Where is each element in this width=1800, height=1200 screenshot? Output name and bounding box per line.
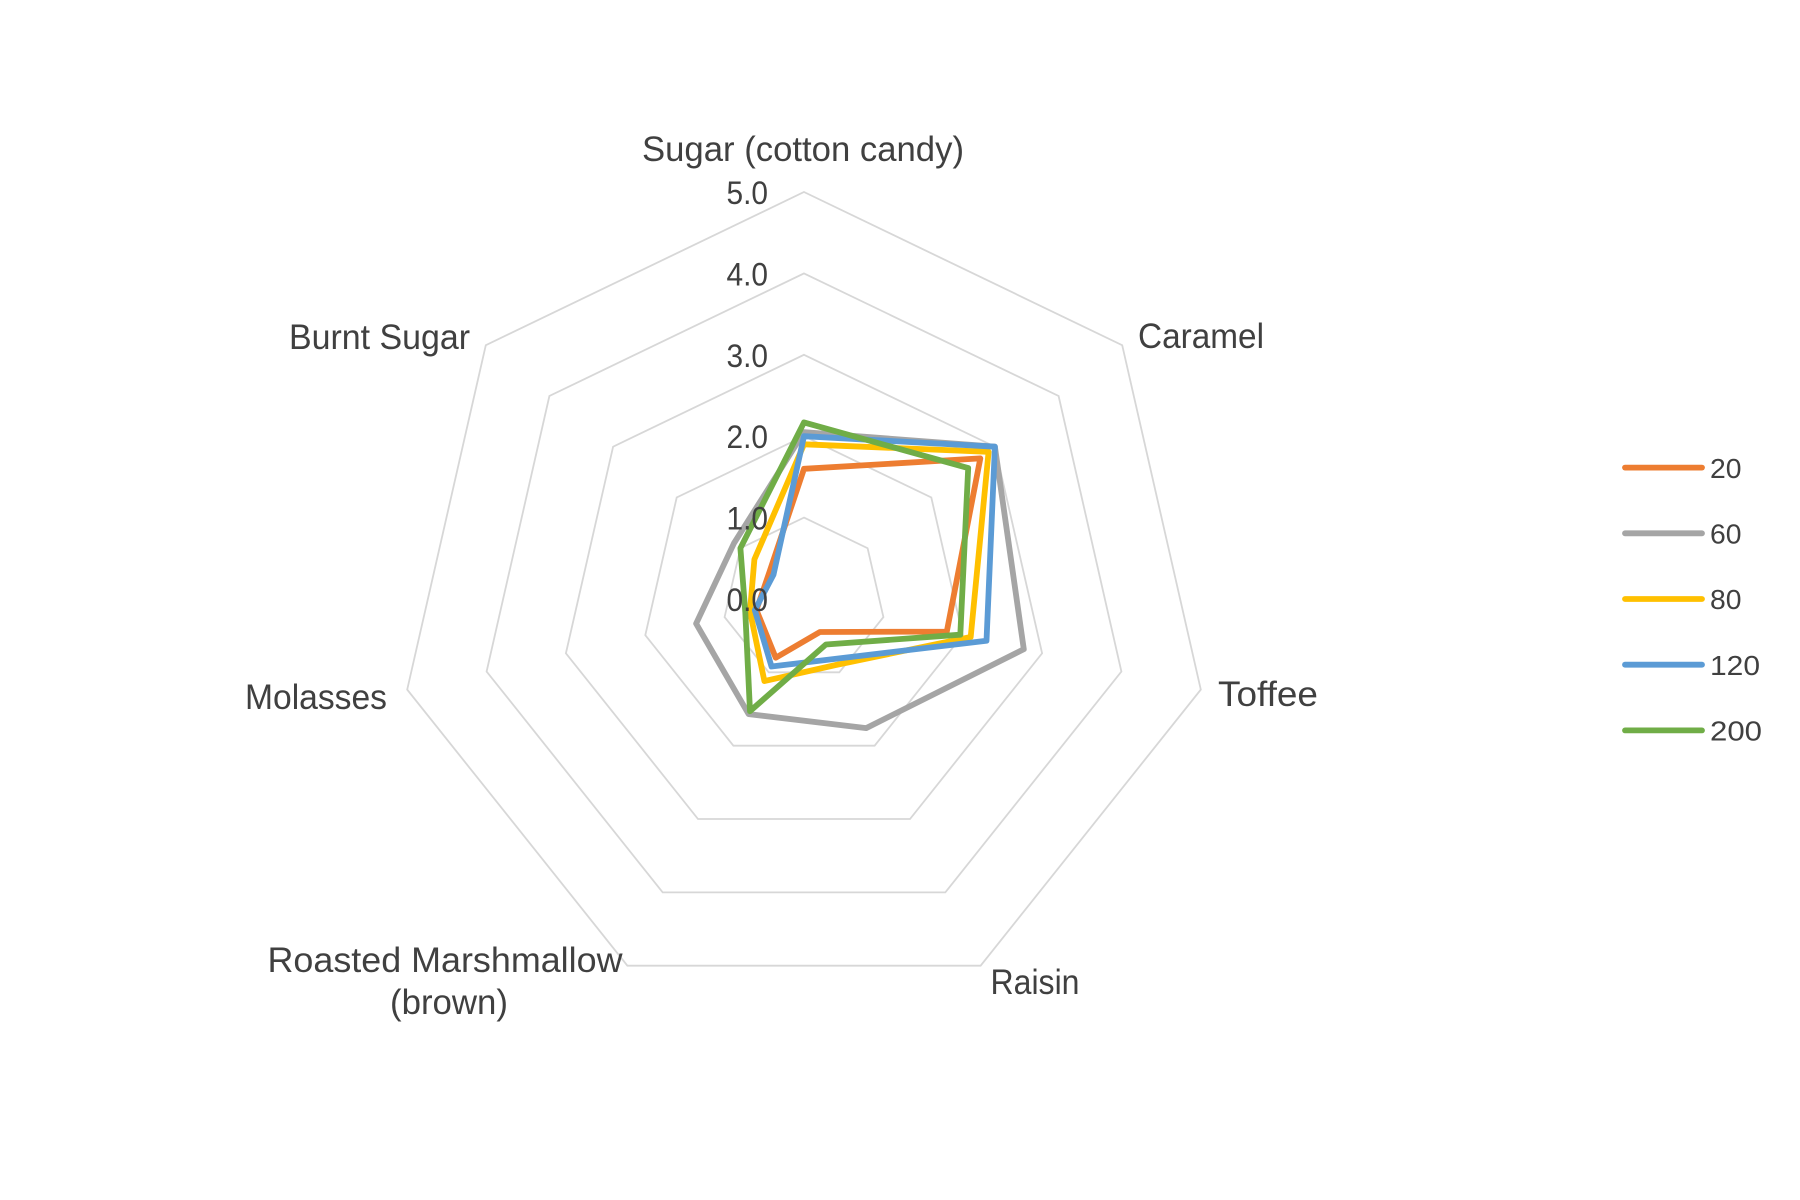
svg-text:0.0: 0.0	[727, 582, 769, 618]
svg-text:200: 200	[1710, 716, 1762, 747]
svg-text:60: 60	[1710, 519, 1742, 550]
svg-text:Molasses: Molasses	[245, 677, 387, 717]
svg-text:Toffee: Toffee	[1218, 674, 1318, 714]
svg-text:Roasted Marshmallow: Roasted Marshmallow	[268, 940, 623, 980]
svg-text:4.0: 4.0	[727, 256, 769, 292]
svg-text:20: 20	[1710, 453, 1742, 484]
svg-text:Caramel: Caramel	[1138, 316, 1264, 356]
svg-text:1.0: 1.0	[727, 501, 769, 537]
svg-text:5.0: 5.0	[727, 175, 769, 211]
svg-text:120: 120	[1710, 650, 1760, 681]
svg-text:2.0: 2.0	[727, 419, 769, 455]
svg-text:80: 80	[1710, 584, 1742, 615]
svg-text:Burnt Sugar: Burnt Sugar	[289, 317, 470, 357]
svg-text:3.0: 3.0	[727, 338, 769, 374]
svg-text:Sugar (cotton candy): Sugar (cotton candy)	[642, 129, 964, 169]
svg-text:Raisin: Raisin	[991, 962, 1080, 1002]
svg-text:(brown): (brown)	[390, 982, 508, 1022]
